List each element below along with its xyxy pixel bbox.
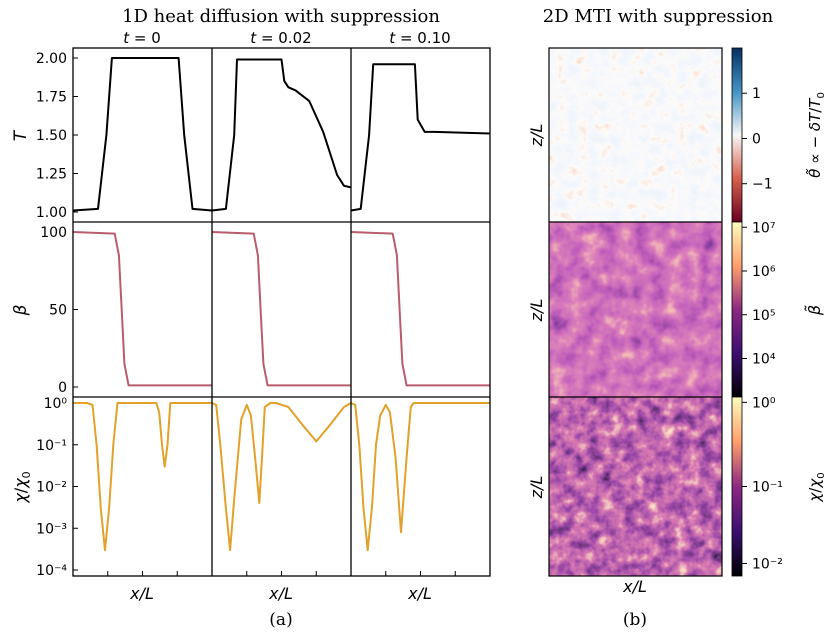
- series-line: [73, 402, 212, 552]
- colorbar-label-chi: χ/χ0: [806, 472, 827, 502]
- image-ylabel-1: z/L: [527, 299, 546, 323]
- ylabel-beta: β: [11, 304, 31, 316]
- colorbar-tick-label: −1: [752, 177, 773, 193]
- series-line: [211, 58, 352, 212]
- colorbar-tick-label: 1: [752, 86, 761, 102]
- colorbar-tick-label: 10⁵: [752, 308, 775, 324]
- ylabel-T: T: [11, 129, 31, 141]
- series-line: [350, 402, 490, 552]
- panel-frame: [72, 47, 491, 577]
- ytick-label: 10⁻²: [36, 480, 67, 496]
- left-title: 1D heat diffusion with suppression: [122, 6, 440, 27]
- ylabel-chi: χ/χ0: [11, 471, 33, 503]
- image-xlabel: x/L: [622, 577, 647, 596]
- ytick-label: 10⁰: [44, 396, 68, 412]
- col-title-0: t = 0: [123, 29, 161, 47]
- ytick-label: 100: [40, 225, 67, 241]
- colorbar-tick-label: 10⁻²: [752, 556, 783, 572]
- panel-a-label: (a): [269, 610, 292, 630]
- colorbar-label-theta: θ̃ ∝ − δT/T0: [805, 92, 827, 178]
- series-line: [350, 231, 490, 387]
- colorbar-tick-label: 0: [752, 131, 761, 147]
- line-panels: 1.00 1.25 1.50 1.75 2.00 0 50 100 10⁻⁴ 10⁻³ 10⁻² 10…: [36, 47, 491, 579]
- colorbar-tick-label: 10⁴: [752, 352, 776, 368]
- colorbar-label-beta: β̃: [805, 305, 824, 316]
- colorbar-tick-label: 10⁶: [752, 264, 776, 280]
- ytick-label: 10⁻³: [36, 521, 67, 537]
- series-line: [211, 402, 352, 552]
- colorbar-beta: [731, 221, 743, 398]
- ytick-label: 10⁻⁴: [36, 563, 67, 579]
- xlabel-0: x/L: [129, 584, 154, 603]
- xlabel-1: x/L: [268, 584, 293, 603]
- ytick-label: 1.00: [36, 205, 67, 221]
- ytick-label: 2.00: [36, 51, 67, 67]
- colorbar-theta: [731, 47, 743, 223]
- image-theta: [549, 48, 722, 222]
- image-frame: [548, 47, 723, 577]
- colorbar-chi: [731, 396, 743, 577]
- series-line: [211, 231, 351, 387]
- colorbar-ticks: 1 0 −1 10⁷ 10⁶ 10⁵ 10⁴ 10⁰ 10⁻¹ 10⁻²: [742, 86, 783, 572]
- ytick-label: 1.75: [36, 90, 67, 106]
- xlabel-2: x/L: [407, 584, 432, 603]
- ytick-label: 10⁻¹: [36, 438, 67, 454]
- series-line: [72, 57, 213, 212]
- ytick-label: 1.50: [36, 128, 67, 144]
- panel-b-label: (b): [623, 610, 647, 630]
- series-line: [350, 63, 491, 212]
- image-ylabel-0: z/L: [527, 124, 546, 148]
- series-line: [72, 231, 212, 387]
- col-title-2: t = 0.10: [389, 29, 450, 47]
- ytick-label: 50: [49, 303, 67, 319]
- right-title: 2D MTI with suppression: [543, 6, 774, 27]
- image-ylabel-2: z/L: [527, 476, 546, 500]
- ytick-label: 0: [58, 380, 67, 396]
- col-title-1: t = 0.02: [250, 29, 311, 47]
- image-beta: [549, 222, 722, 397]
- colorbar-tick-label: 10⁷: [752, 220, 775, 236]
- ytick-label: 1.25: [36, 167, 67, 183]
- colorbar-tick-label: 10⁰: [752, 395, 776, 411]
- colorbar-tick-label: 10⁻¹: [752, 480, 783, 496]
- image-chi: [549, 397, 722, 576]
